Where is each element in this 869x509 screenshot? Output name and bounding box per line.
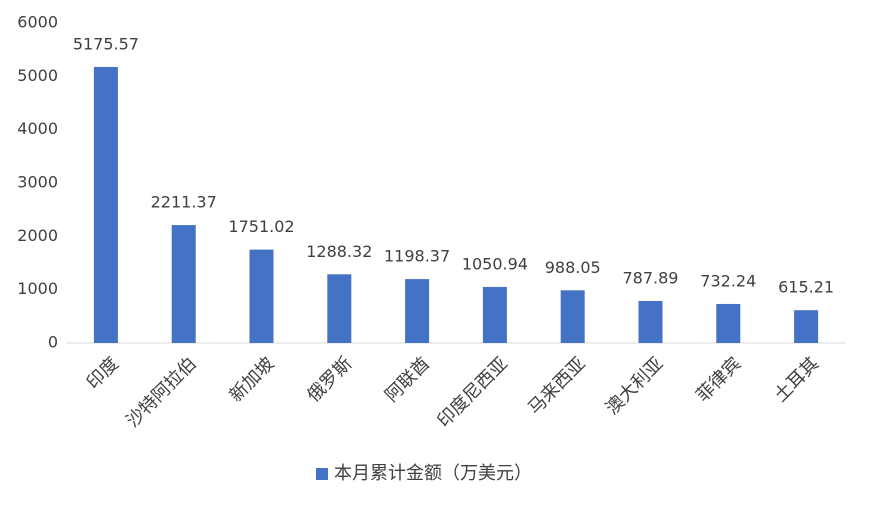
bar xyxy=(171,225,196,343)
data-label: 787.89 xyxy=(623,268,679,287)
data-label: 615.21 xyxy=(778,278,834,297)
bar xyxy=(327,274,352,343)
bar xyxy=(482,286,507,343)
data-label: 732.24 xyxy=(700,271,756,290)
y-tick-label: 2000 xyxy=(17,226,58,245)
y-tick-label: 5000 xyxy=(17,66,58,85)
data-label: 988.05 xyxy=(545,258,601,277)
bar xyxy=(93,66,118,343)
y-tick-label: 4000 xyxy=(17,119,58,138)
bar xyxy=(638,300,663,343)
bar xyxy=(560,290,585,343)
bar xyxy=(405,279,430,343)
y-tick-label: 1000 xyxy=(17,279,58,298)
legend-swatch xyxy=(316,468,328,480)
y-tick-label: 6000 xyxy=(17,13,58,32)
bar xyxy=(716,303,741,343)
bar xyxy=(794,310,819,343)
data-label: 1050.94 xyxy=(462,254,528,273)
data-label: 1751.02 xyxy=(228,217,294,236)
y-tick-label: 0 xyxy=(48,333,58,352)
data-label: 2211.37 xyxy=(151,193,217,212)
legend-label: 本月累计金额（万美元） xyxy=(334,463,532,484)
data-label: 5175.57 xyxy=(73,34,139,53)
y-tick-label: 3000 xyxy=(17,173,58,192)
data-label: 1288.32 xyxy=(306,242,372,261)
data-label: 1198.37 xyxy=(384,247,450,266)
bar xyxy=(249,249,274,343)
